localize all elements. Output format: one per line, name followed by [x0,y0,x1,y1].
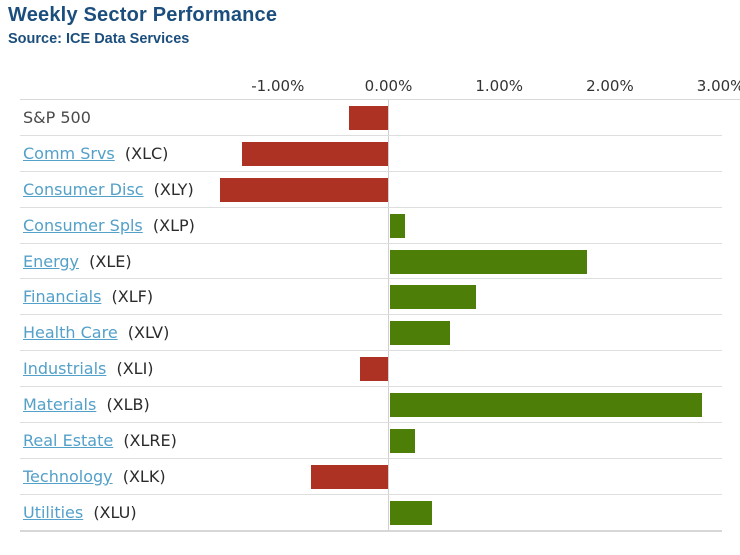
sector-link-consumer-spls[interactable]: Consumer Spls [23,215,143,235]
chart-rows: S&P 500 Comm Srvs (XLC) Consumer Disc (X… [20,100,722,531]
table-row: Real Estate (XLRE) [20,423,722,459]
ticker-label: (XLRE) [123,430,177,450]
performance-bar [220,177,389,202]
performance-bar [311,464,389,489]
table-row: Energy (XLE) [20,244,722,280]
ticker-label: (XLF) [111,287,154,307]
table-row: Comm Srvs (XLC) [20,136,722,172]
table-row: Consumer Disc (XLY) [20,172,722,208]
sector-link-technology[interactable]: Technology [23,466,113,486]
sector-link-utilities[interactable]: Utilities [23,502,84,522]
x-axis-tick: 2.00% [586,77,634,95]
sector-link-consumer-disc[interactable]: Consumer Disc [23,179,144,199]
ticker-label: (XLY) [153,179,194,199]
row-label: Real Estate (XLRE) [20,431,177,450]
x-axis-tick: 3.00% [696,77,740,95]
sector-label: S&P 500 [23,107,91,127]
x-axis-tick: 1.00% [475,77,524,95]
performance-bar [348,106,389,130]
performance-bar [389,321,451,346]
table-row: Consumer Spls (XLP) [20,208,722,244]
row-label: Industrials (XLI) [20,359,154,378]
table-row: Health Care (XLV) [20,315,722,352]
row-label: Consumer Spls (XLP) [20,216,195,235]
performance-bar [389,429,415,454]
row-label: S&P 500 [20,108,91,127]
ticker-label: (XLP) [152,215,195,235]
table-row: Financials (XLF) [20,279,722,316]
table-row: Technology (XLK) [20,459,722,495]
sector-link-materials[interactable]: Materials [23,395,97,415]
sector-link-financials[interactable]: Financials [23,287,102,307]
performance-bar [359,357,389,382]
row-label: Energy (XLE) [20,252,132,271]
sector-link-comm-srvs[interactable]: Comm Srvs [23,143,115,163]
sector-link-real-estate[interactable]: Real Estate [23,430,114,450]
performance-bar [242,141,389,166]
row-label: Technology (XLK) [20,467,166,486]
ticker-label: (XLE) [89,251,132,271]
chart-bottom-border [20,530,722,532]
x-axis-tick: -1.00% [251,77,305,95]
page-title: Weekly Sector Performance [8,4,278,26]
table-row: S&P 500 [20,100,722,136]
row-label: Materials (XLB) [20,395,150,414]
table-row: Utilities (XLU) [20,495,722,531]
performance-bar [389,249,587,274]
ticker-label: (XLB) [106,395,150,415]
ticker-label: (XLI) [116,359,154,379]
sector-link-health-care[interactable]: Health Care [23,323,118,343]
performance-bar [389,285,476,310]
x-axis-tick: 0.00% [364,77,413,95]
axis-underline [20,99,740,100]
table-row: Materials (XLB) [20,387,722,424]
source-subtitle: Source: ICE Data Services [8,31,190,47]
x-axis: -1.00% 0.00% 1.00% 2.00% 3.00% [0,0,740,100]
sector-link-industrials[interactable]: Industrials [23,359,107,379]
ticker-label: (XLK) [122,466,166,486]
row-label: Comm Srvs (XLC) [20,144,168,163]
performance-bar [389,393,702,418]
ticker-label: (XLC) [124,143,169,163]
row-label: Health Care (XLV) [20,323,169,342]
ticker-label: (XLV) [127,323,170,343]
table-row: Industrials (XLI) [20,351,722,388]
ticker-label: (XLU) [93,502,137,522]
performance-bar [389,213,405,238]
performance-bar [389,500,432,525]
row-label: Utilities (XLU) [20,503,137,522]
row-label: Financials (XLF) [20,287,153,306]
row-label: Consumer Disc (XLY) [20,180,194,199]
sector-link-energy[interactable]: Energy [23,251,80,271]
zero-gridline [388,100,389,531]
